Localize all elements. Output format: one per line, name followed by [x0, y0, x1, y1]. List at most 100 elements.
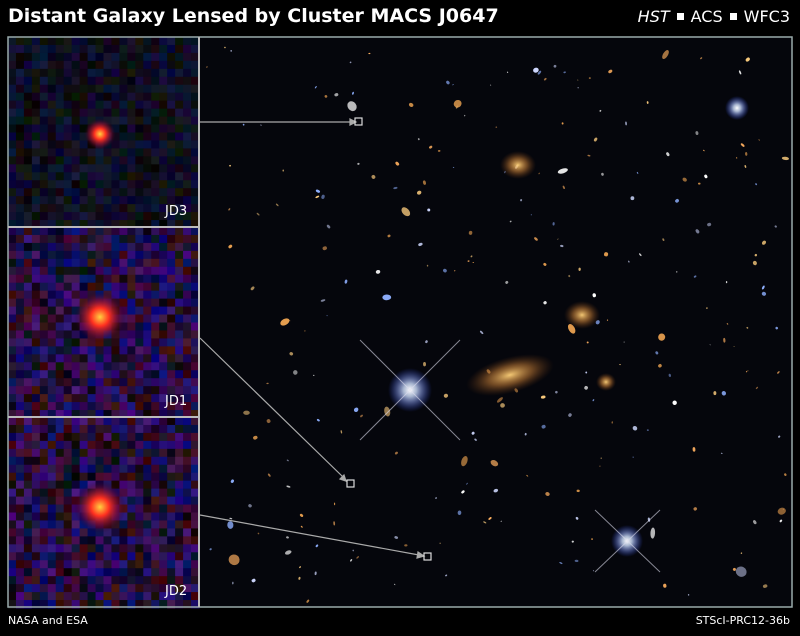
pixel [159, 386, 168, 395]
pixel [119, 44, 128, 54]
pixel [167, 576, 176, 585]
pixel [8, 250, 17, 260]
pixel [79, 172, 89, 181]
zoom-panel: JD1 [8, 227, 200, 419]
pixel [191, 68, 200, 78]
pixel [167, 338, 176, 347]
pixel [39, 456, 49, 466]
pixel [8, 196, 17, 205]
pixel [135, 132, 144, 141]
pixel [119, 227, 128, 236]
pixel [191, 424, 200, 434]
pixel [95, 84, 104, 94]
pixel [159, 464, 168, 474]
pixel [167, 456, 176, 466]
pixel [63, 456, 73, 466]
pixel [119, 600, 128, 609]
pixel [135, 100, 144, 110]
galaxy [299, 513, 304, 517]
pixel [183, 600, 192, 609]
galaxy [672, 400, 677, 405]
pixel [103, 448, 112, 458]
pixel [79, 108, 89, 118]
pixel [8, 346, 17, 355]
pixel [127, 124, 136, 133]
pixel [71, 156, 81, 165]
pixel [39, 68, 49, 78]
pixel [87, 576, 97, 585]
pixel [143, 298, 152, 308]
pixel [127, 600, 136, 609]
pixel [167, 92, 176, 102]
pixel [127, 424, 136, 434]
pixel [119, 148, 128, 157]
pixel [191, 528, 200, 537]
pixel [63, 592, 73, 601]
pixel [15, 592, 25, 601]
pixel [63, 496, 73, 506]
galaxy [568, 413, 572, 417]
pixel [8, 568, 17, 577]
pixel [175, 140, 184, 149]
pixel [191, 140, 200, 149]
pixel [111, 386, 120, 395]
pixel [63, 432, 73, 442]
pixel [143, 124, 152, 133]
pixel [31, 536, 41, 545]
pixel [183, 116, 192, 126]
pixel [39, 314, 49, 323]
galaxy [568, 274, 571, 278]
pixel [31, 576, 41, 585]
pixel [111, 472, 120, 482]
pixel [87, 258, 97, 268]
pixel [23, 37, 33, 46]
pixel [127, 204, 136, 213]
pixel [8, 274, 17, 284]
pixel [111, 440, 120, 450]
galaxy [394, 536, 399, 539]
pixel [175, 250, 184, 260]
pixel [103, 37, 112, 46]
pixel [79, 290, 89, 300]
pixel [79, 544, 89, 553]
pixel [183, 576, 192, 585]
pixel [111, 432, 120, 442]
pixel [183, 282, 192, 292]
pixel [135, 180, 144, 189]
pixel [15, 536, 25, 545]
pixel [55, 456, 65, 466]
galaxy [541, 424, 546, 429]
pixel [79, 456, 89, 466]
pixel [183, 432, 192, 442]
pixel [135, 536, 144, 545]
pixel [127, 504, 136, 513]
pixel [111, 560, 120, 569]
pixel [71, 552, 81, 561]
pixel [23, 496, 33, 506]
pixel [183, 250, 192, 260]
pixel [103, 552, 112, 561]
pixel [135, 148, 144, 157]
pixel [135, 274, 144, 284]
pixel [47, 172, 57, 181]
pixel [79, 528, 89, 537]
pixel [8, 362, 17, 371]
pixel [183, 52, 192, 62]
pixel [8, 424, 17, 434]
pixel [95, 164, 104, 173]
pixel [191, 314, 200, 323]
pixel [23, 196, 33, 205]
pixel [47, 290, 57, 300]
pixel [119, 544, 128, 553]
pixel [111, 164, 120, 173]
pixel [151, 432, 160, 442]
galaxy [524, 432, 527, 436]
pixel [183, 298, 192, 308]
pixel [95, 68, 104, 78]
pixel [135, 378, 144, 387]
pixel [87, 52, 97, 62]
pixel [183, 172, 192, 181]
galaxy [744, 165, 747, 168]
galaxy [761, 285, 765, 290]
pixel [103, 432, 112, 442]
